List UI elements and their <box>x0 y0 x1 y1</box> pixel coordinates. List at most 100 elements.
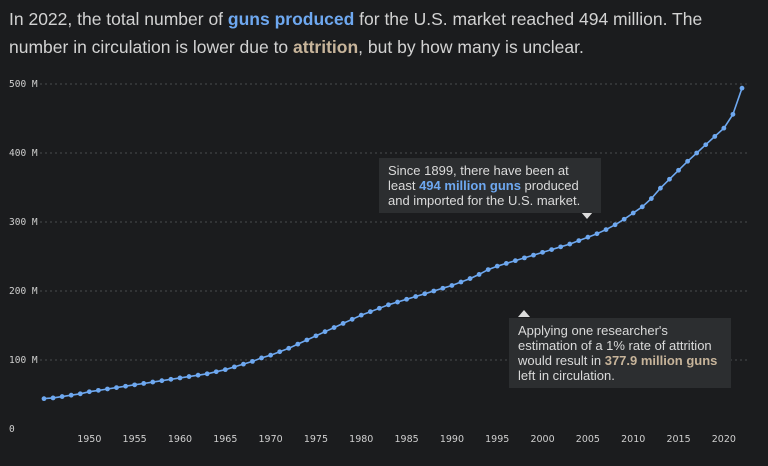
data-point-1995 <box>494 263 500 269</box>
x-tick-label-1980: 1980 <box>349 434 373 445</box>
y-tick-label-0: 0 <box>9 424 15 435</box>
data-point-2022 <box>739 85 745 91</box>
data-point-1982 <box>377 305 382 311</box>
data-point-1993 <box>476 272 482 277</box>
data-point-1959 <box>168 376 174 382</box>
data-point-2003 <box>567 241 573 247</box>
data-point-1971 <box>277 349 283 355</box>
data-point-1969 <box>259 355 264 361</box>
data-point-2020 <box>721 125 727 131</box>
data-point-2009 <box>621 216 627 222</box>
data-point-1953 <box>114 385 119 390</box>
data-point-2005 <box>585 234 591 240</box>
headline: In 2022, the total number of guns produc… <box>9 5 764 61</box>
data-point-2017 <box>694 150 700 156</box>
data-point-2019 <box>712 134 718 139</box>
data-point-1996 <box>503 261 509 266</box>
headline-part-1: In 2022, the total number of <box>9 9 228 29</box>
data-point-1981 <box>367 309 373 315</box>
data-point-1974 <box>304 337 310 343</box>
x-tick-label-1985: 1985 <box>395 434 419 445</box>
data-point-1948 <box>68 392 74 398</box>
data-point-1986 <box>413 294 419 299</box>
data-point-1960 <box>177 375 183 381</box>
data-point-1955 <box>132 382 138 388</box>
data-point-2007 <box>603 227 609 232</box>
data-point-1998 <box>522 255 527 261</box>
data-point-1980 <box>358 312 364 318</box>
headline-part-2: for the U.S. market reached 494 million.… <box>9 9 703 57</box>
data-point-2006 <box>594 231 600 237</box>
data-point-1964 <box>213 369 219 375</box>
annotation-attrition-pointer <box>518 310 530 317</box>
data-point-1992 <box>467 276 473 281</box>
annotation-attrition-post: left in circulation. <box>518 368 615 383</box>
x-tick-label-2005: 2005 <box>576 434 600 445</box>
data-point-2014 <box>667 176 672 182</box>
data-point-1994 <box>485 267 491 273</box>
x-tick-label-2000: 2000 <box>530 434 554 445</box>
y-tick-label-100: 100 M <box>9 355 38 366</box>
data-point-1952 <box>105 386 110 392</box>
annotation-produced-post: produced and imported for the U.S. marke… <box>388 178 581 208</box>
data-point-1963 <box>204 371 210 377</box>
data-point-1985 <box>404 296 409 302</box>
x-tick-label-1955: 1955 <box>123 434 147 445</box>
data-point-1956 <box>141 381 147 386</box>
data-point-2010 <box>630 210 636 216</box>
data-point-1977 <box>331 325 337 330</box>
x-tick-label-1960: 1960 <box>168 434 192 445</box>
annotation-produced-bold: 494 million guns <box>419 178 521 193</box>
data-point-1961 <box>186 374 192 379</box>
data-point-1947 <box>59 394 65 399</box>
data-point-1987 <box>422 291 428 297</box>
x-tick-label-1995: 1995 <box>485 434 509 445</box>
annotation-produced-pre: Since 1899, there have been at least <box>388 163 569 193</box>
data-point-2013 <box>658 185 663 191</box>
data-point-1950 <box>86 389 92 395</box>
data-point-1973 <box>295 341 301 347</box>
annotation-attrition-bold: 377.9 million guns <box>604 353 718 368</box>
data-point-1975 <box>313 333 319 339</box>
data-point-1978 <box>340 321 346 326</box>
data-point-2001 <box>549 247 555 253</box>
data-point-1954 <box>123 383 128 389</box>
data-point-1999 <box>531 252 536 258</box>
data-point-1983 <box>386 302 391 308</box>
data-point-2000 <box>540 249 545 255</box>
data-point-1958 <box>159 378 165 384</box>
x-tick-label-1970: 1970 <box>259 434 283 445</box>
data-point-1967 <box>241 361 246 367</box>
data-point-1979 <box>349 316 355 322</box>
x-tick-label-2020: 2020 <box>712 434 736 445</box>
x-tick-label-1965: 1965 <box>213 434 237 445</box>
data-point-1984 <box>395 299 400 305</box>
data-point-1966 <box>231 364 237 370</box>
data-point-1957 <box>150 379 156 385</box>
data-point-2012 <box>648 196 654 201</box>
annotation-produced-pointer <box>581 212 593 219</box>
data-point-1991 <box>458 279 464 285</box>
data-point-2002 <box>558 244 564 250</box>
x-tick-label-1990: 1990 <box>440 434 464 445</box>
data-point-1946 <box>50 395 56 401</box>
data-point-2018 <box>703 142 709 148</box>
x-tick-label-2015: 2015 <box>666 434 690 445</box>
data-point-1972 <box>286 345 292 351</box>
data-point-1988 <box>431 288 437 294</box>
data-point-1970 <box>268 352 274 358</box>
y-tick-label-200: 200 M <box>9 286 38 297</box>
data-point-1990 <box>449 283 455 288</box>
data-point-2021 <box>730 111 736 117</box>
data-point-1989 <box>440 285 446 291</box>
headline-highlight-produced: guns produced <box>227 9 355 29</box>
x-tick-label-2010: 2010 <box>621 434 645 445</box>
x-tick-label-1975: 1975 <box>304 434 328 445</box>
data-point-2008 <box>612 222 618 228</box>
headline-part-3: , but by how many is unclear. <box>358 37 584 57</box>
data-point-1951 <box>95 387 101 393</box>
data-point-2011 <box>639 204 645 210</box>
data-point-1962 <box>195 372 201 378</box>
y-tick-label-500: 500 M <box>9 79 38 90</box>
